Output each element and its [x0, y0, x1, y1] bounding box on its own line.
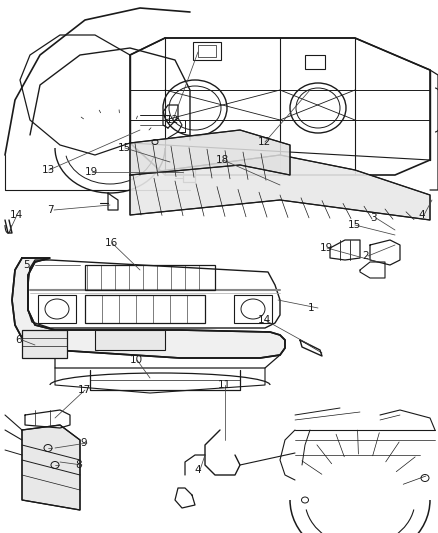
- Text: 8: 8: [75, 460, 81, 470]
- Text: 14: 14: [258, 315, 271, 325]
- Text: 16: 16: [105, 238, 118, 248]
- Text: 6: 6: [15, 335, 21, 345]
- Bar: [305, 55, 325, 69]
- Text: 19: 19: [85, 167, 98, 177]
- Text: 11: 11: [218, 380, 231, 390]
- Bar: [193, 42, 221, 60]
- Text: 13: 13: [42, 165, 55, 175]
- Bar: [85, 265, 215, 290]
- Text: 12: 12: [166, 115, 179, 125]
- Text: 19: 19: [320, 243, 333, 253]
- Polygon shape: [130, 155, 430, 220]
- Text: 5: 5: [23, 260, 30, 270]
- Bar: [198, 45, 216, 57]
- Text: 1: 1: [308, 303, 314, 313]
- Polygon shape: [12, 258, 285, 358]
- Text: 15: 15: [118, 143, 131, 153]
- Polygon shape: [130, 130, 290, 175]
- Text: 3: 3: [370, 213, 377, 223]
- Bar: [95, 330, 165, 350]
- Text: 12: 12: [258, 137, 271, 147]
- Bar: [22, 330, 67, 358]
- Text: 14: 14: [10, 210, 23, 220]
- Text: 15: 15: [348, 220, 361, 230]
- Text: 4: 4: [418, 210, 424, 220]
- Polygon shape: [22, 425, 80, 510]
- Text: 7: 7: [47, 205, 53, 215]
- Text: 10: 10: [130, 355, 143, 365]
- Text: 2: 2: [362, 251, 369, 261]
- Bar: [234, 295, 272, 323]
- Text: 17: 17: [78, 385, 91, 395]
- Bar: [38, 295, 76, 323]
- Text: 18: 18: [216, 155, 229, 165]
- Bar: [85, 295, 205, 323]
- Text: 4: 4: [194, 465, 201, 475]
- Text: 9: 9: [80, 438, 87, 448]
